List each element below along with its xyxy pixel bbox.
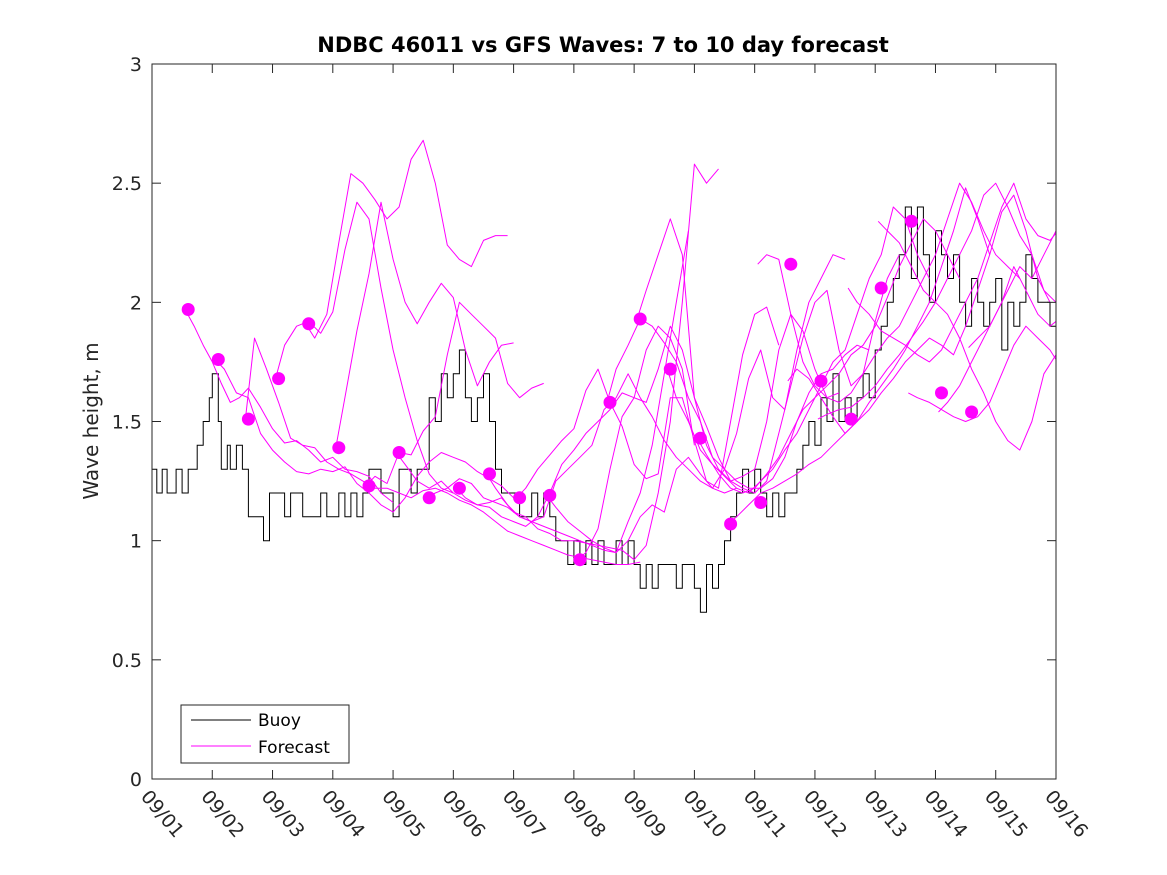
forecast-marker <box>814 374 828 388</box>
forecast-marker <box>724 517 738 531</box>
legend: Buoy Forecast <box>180 704 350 764</box>
forecast-marker <box>241 412 255 426</box>
forecast-marker <box>302 317 316 331</box>
legend-buoy-label: Buoy <box>258 711 301 731</box>
plot-area <box>151 63 1057 780</box>
forecast-marker <box>935 386 948 400</box>
y-tick-label: 1.5 <box>112 412 142 434</box>
forecast-marker <box>603 395 617 409</box>
forecast-line <box>877 220 1057 451</box>
y-axis: 0 0.5 1 1.5 2 2.5 3 <box>112 54 1056 791</box>
forecast-line <box>335 201 514 448</box>
forecast-line <box>305 139 508 339</box>
forecast-line <box>455 325 695 527</box>
legend-forecast-label: Forecast <box>258 738 330 758</box>
forecast-marker <box>392 446 406 459</box>
chart-title: NDBC 46011 vs GFS Waves: 7 to 10 day for… <box>317 33 888 57</box>
y-tick-label: 1 <box>130 531 142 553</box>
forecast-line <box>395 163 719 561</box>
forecast-line <box>546 254 846 554</box>
forecast-marker <box>272 372 286 386</box>
forecast-marker <box>543 488 557 502</box>
forecast-marker <box>181 303 195 316</box>
forecast-line <box>606 318 870 489</box>
forecast-marker <box>452 481 466 495</box>
forecast-line <box>787 194 1051 434</box>
forecast-layer <box>184 139 1057 565</box>
forecast-line <box>757 182 1021 403</box>
y-tick-label: 3 <box>130 54 142 76</box>
forecast-marker <box>633 312 647 326</box>
y-tick-label: 2 <box>130 292 142 314</box>
plot-background <box>152 64 1056 779</box>
forecast-marker <box>784 257 798 271</box>
forecast-line <box>365 301 544 487</box>
forecast-line <box>576 313 840 561</box>
y-tick-label: 0 <box>130 769 142 791</box>
forecast-line <box>636 218 900 494</box>
forecast-line <box>908 325 1057 422</box>
forecast-marker <box>422 491 436 505</box>
forecast-marker <box>904 214 918 228</box>
legend-box <box>180 704 350 764</box>
y-tick-label: 2.5 <box>112 173 142 195</box>
forecast-marker <box>362 479 376 493</box>
forecast-line <box>968 266 1057 348</box>
forecast-marker <box>693 431 707 445</box>
forecast-marker <box>874 281 888 295</box>
forecast-marker <box>965 405 979 419</box>
forecast-marker <box>754 496 768 509</box>
forecast-marker <box>211 353 225 366</box>
forecast-line <box>516 306 780 499</box>
y-tick-label: 0.5 <box>112 650 142 672</box>
forecast-marker <box>844 412 858 426</box>
forecast-line <box>184 309 394 503</box>
marker-layer <box>181 214 979 567</box>
forecast-marker <box>483 467 496 481</box>
forecast-line <box>696 218 961 494</box>
forecast-marker <box>513 491 527 505</box>
forecast-marker <box>663 362 677 376</box>
y-axis-label: Wave height, m <box>79 342 103 499</box>
forecast-marker <box>573 553 587 567</box>
forecast-line <box>666 206 930 494</box>
forecast-marker <box>332 441 346 455</box>
